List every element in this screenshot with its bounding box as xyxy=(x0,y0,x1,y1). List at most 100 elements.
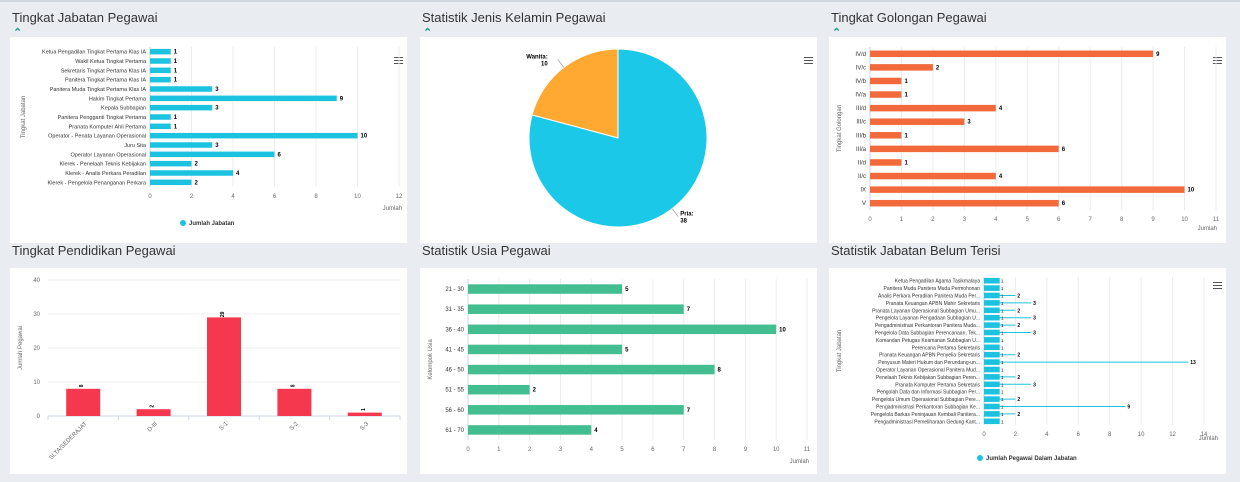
data-label: 1 xyxy=(1001,419,1004,424)
x-tick-label: 5 xyxy=(1026,217,1030,223)
data-label: 2 xyxy=(1017,412,1020,418)
x-tick-label: 11 xyxy=(804,447,811,453)
y-tick-label: Pengelola Layanan Pengadaan Subbagian U.… xyxy=(876,316,980,322)
data-label: 1 xyxy=(1001,338,1004,343)
bar xyxy=(870,104,996,112)
y-tick-label: Pranata Komputer Pertama Sekretaris xyxy=(895,382,980,388)
bar xyxy=(277,388,312,416)
x-tick-label: 10 xyxy=(1138,432,1145,438)
data-label: 9 xyxy=(340,96,344,102)
data-label: 1 xyxy=(174,78,178,84)
data-label: 1 xyxy=(174,115,178,121)
data-label: 4 xyxy=(594,428,598,434)
data-label: 1 xyxy=(174,124,178,130)
data-label: 2 xyxy=(150,405,156,408)
x-tick-label: 2 xyxy=(528,447,532,453)
x-tick-label: 9 xyxy=(1151,217,1155,223)
y-tick-label: Penelaah Teknis Kebijakan Subbagian Pere… xyxy=(876,375,980,381)
y-tick-label: IX xyxy=(860,188,866,194)
x-axis-title: Jumlah xyxy=(1199,436,1218,442)
y-tick-label: Pengelola Barkas Peninjauan Kembali Pani… xyxy=(871,412,980,418)
bar xyxy=(870,91,902,98)
y-tick-label: Pengelola Umum Operasional Subbagian Per… xyxy=(872,397,980,403)
y-tick-label: Panitera Muda Panitera Muda Permohonan xyxy=(884,286,981,292)
y-tick-label: Pranata Komputer Ahli Pertama xyxy=(69,124,147,130)
bar xyxy=(870,132,902,139)
x-tick-label: 4 xyxy=(1045,432,1049,438)
data-label: 1 xyxy=(174,59,178,65)
data-label: 29 xyxy=(220,311,226,317)
y-tick-label: 21 - 30 xyxy=(445,287,464,293)
bar xyxy=(870,64,933,71)
bar xyxy=(66,388,101,416)
x-tick-label: 11 xyxy=(1213,217,1220,223)
y-tick-label: II/d xyxy=(858,160,866,166)
y-tick-label: IV/d xyxy=(855,52,866,58)
y-axis-title: Tingkat Jabatan xyxy=(837,330,843,372)
data-label: 4 xyxy=(999,174,1003,180)
x-tick-label: 3 xyxy=(559,447,563,453)
panel-jenis-kelamin: Statistik Jenis Kelamin Pegawai ⌃ Wanita… xyxy=(420,10,817,243)
y-tick-label: Pengolah Data dan Informasi Subbagian Pe… xyxy=(877,390,980,396)
panel-jabatan-belum-terisi: Statistik Jabatan Belum Terisi 0 2 4 6 8 10 12… xyxy=(829,243,1226,476)
bar xyxy=(207,317,241,416)
x-tick-label: 5 xyxy=(620,447,624,453)
bar xyxy=(150,123,171,130)
chevron-up-icon[interactable]: ⌃ xyxy=(13,27,23,39)
y-tick-label: Perencana Pertama Sekretaris xyxy=(912,345,981,351)
data-label: 8 xyxy=(290,384,296,387)
y-axis-title: Tingkat Golongan xyxy=(837,105,843,152)
bar xyxy=(150,114,171,120)
hamburger-menu-icon[interactable] xyxy=(1213,282,1222,289)
data-label: 6 xyxy=(1062,147,1066,153)
y-tick-label: Klerek - Pengelola Penanganan Perkara xyxy=(48,180,147,186)
data-label: 8 xyxy=(718,368,722,374)
chevron-up-icon[interactable]: ⌃ xyxy=(832,27,842,39)
y-tick-label: Pranata Keuangan APBN Mahir Sekretaris xyxy=(886,301,981,307)
data-label: 3 xyxy=(215,106,219,112)
data-label: 10 xyxy=(361,134,368,140)
y-tick-label: 41 - 45 xyxy=(445,347,464,353)
data-label: 1 xyxy=(1001,316,1004,321)
chevron-up-icon[interactable]: ⌃ xyxy=(423,27,433,39)
data-label: 7 xyxy=(687,408,691,414)
data-label: 2 xyxy=(1017,375,1020,381)
y-tick-label: Panitera Muda Tingkat Pertama Klas IA xyxy=(50,87,147,93)
chart-card: Wanita: 10 Pria: 38 xyxy=(420,37,817,243)
data-label: 1 xyxy=(1001,294,1004,299)
bar xyxy=(150,95,337,102)
data-label: 4 xyxy=(236,171,240,177)
bar xyxy=(468,344,623,355)
x-tick-label: 12 xyxy=(396,194,403,200)
bar xyxy=(150,160,192,167)
y-tick-label: Juru Sita xyxy=(124,143,147,149)
bar xyxy=(984,337,1000,343)
hamburger-menu-icon[interactable] xyxy=(804,57,813,64)
data-label: 1 xyxy=(1001,345,1004,350)
pie-slice xyxy=(528,48,708,228)
data-label: 6 xyxy=(278,152,282,158)
legend-marker xyxy=(977,455,983,461)
x-tick-label: 1 xyxy=(900,217,904,223)
y-tick-label: IV/c xyxy=(856,65,866,71)
bar xyxy=(984,344,1000,351)
data-label: 8 xyxy=(79,384,85,387)
y-tick-label: III/c xyxy=(856,120,866,126)
top-divider xyxy=(0,0,1240,2)
data-label: 3 xyxy=(215,143,219,149)
data-label: 1 xyxy=(904,93,908,99)
hamburger-menu-icon[interactable] xyxy=(1213,57,1222,64)
y-tick-label: Ketua Pengadilan Agama Tasikmalaya xyxy=(895,279,980,285)
y-tick-label: 51 - 55 xyxy=(445,388,464,394)
data-label: 3 xyxy=(1033,382,1036,388)
bar xyxy=(984,285,1000,291)
bar xyxy=(468,324,777,335)
x-tick-label: S-3 xyxy=(359,421,370,432)
data-label: 1 xyxy=(1001,323,1004,328)
bar xyxy=(150,86,213,92)
bar xyxy=(870,159,902,166)
y-tick-label: Operator Layanan Operasional xyxy=(70,152,146,158)
y-tick-label: Pengadministrasi Perkantoran Subbagian K… xyxy=(876,405,980,411)
data-label: 3 xyxy=(1033,316,1036,322)
